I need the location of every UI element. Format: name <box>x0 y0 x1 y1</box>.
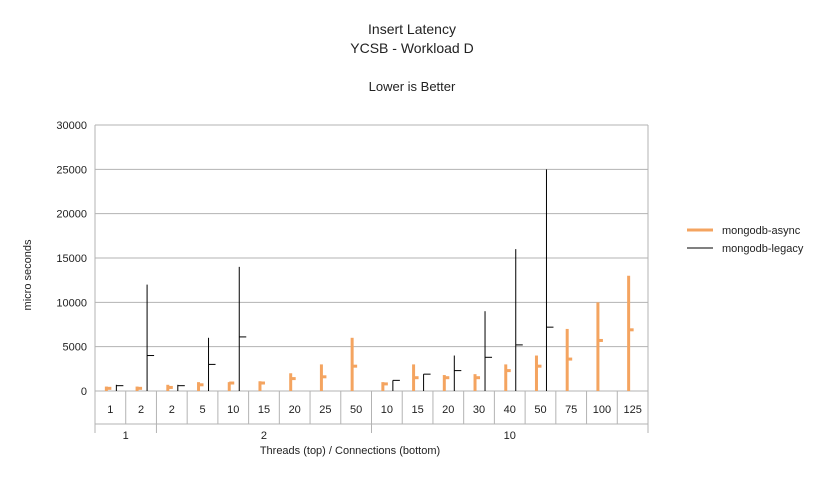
y-axis: 0 5000 10000 15000 20000 25000 30000 <box>56 120 649 398</box>
x-tick-label: 15 <box>258 404 270 416</box>
x-tick-label: 75 <box>565 404 577 416</box>
legend: mongodb-async mongodb-legacy <box>687 225 804 255</box>
x-tick-label: 10 <box>381 404 393 416</box>
x-tick-label: 10 <box>227 404 239 416</box>
chart-note: Lower is Better <box>369 79 456 94</box>
y-axis-title: micro seconds <box>22 239 34 310</box>
y-tick-label: 10000 <box>56 297 87 309</box>
x-tick-label: 50 <box>534 404 546 416</box>
x-tick-label: 1 <box>107 404 113 416</box>
plot-area <box>104 169 634 391</box>
y-tick-label: 0 <box>81 386 87 398</box>
x-tick-label: 40 <box>504 404 516 416</box>
x-tick-label: 50 <box>350 404 362 416</box>
chart-title: Insert Latency <box>368 21 456 37</box>
x-tick-label: 2 <box>169 404 175 416</box>
x-tick-label: 20 <box>442 404 454 416</box>
chart-subtitle: YCSB - Workload D <box>350 40 473 56</box>
x-tick-label: 125 <box>623 404 641 416</box>
x-group-label: 10 <box>504 430 516 442</box>
y-tick-label: 15000 <box>56 253 87 265</box>
y-tick-label: 25000 <box>56 164 87 176</box>
x-tick-label: 100 <box>593 404 611 416</box>
x-tick-label: 5 <box>199 404 205 416</box>
x-tick-label: 15 <box>411 404 423 416</box>
legend-label: mongodb-async <box>722 225 801 237</box>
x-group-label: 2 <box>261 430 267 442</box>
x-group-label: 1 <box>123 430 129 442</box>
legend-label: mongodb-legacy <box>722 243 804 255</box>
gridlines <box>95 124 648 392</box>
y-tick-label: 20000 <box>56 209 87 221</box>
x-tick-label: 2 <box>138 404 144 416</box>
y-tick-label: 30000 <box>56 120 87 132</box>
x-tick-label: 25 <box>319 404 331 416</box>
x-tick-label: 30 <box>473 404 485 416</box>
y-tick-label: 5000 <box>63 342 87 354</box>
x-tick-label: 20 <box>289 404 301 416</box>
x-axis-title: Threads (top) / Connections (bottom) <box>260 445 440 457</box>
